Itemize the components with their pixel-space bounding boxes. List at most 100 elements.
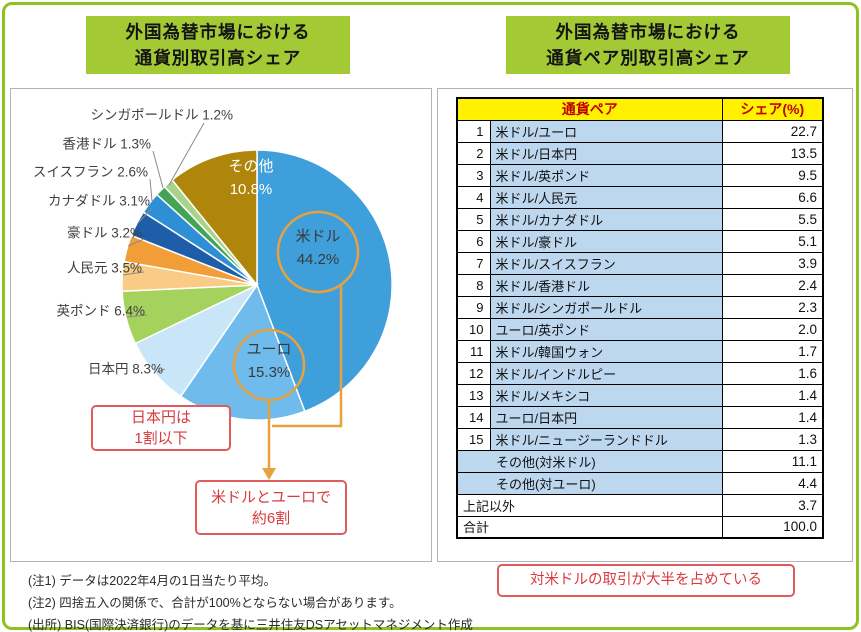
pie-section-title: 外国為替市場における 通貨別取引高シェア <box>86 16 350 74</box>
pairs-table-body: 1 米ドル/ユーロ 22.7 2 米ドル/日本円 13.5 3 米ドル/英ポンド 9.5 4 米ドル… <box>456 119 824 539</box>
share-cell: 2.0 <box>721 317 824 341</box>
usd-eur-annotation-box: 米ドルとユーロで 約6割 <box>195 480 347 535</box>
table-row: 1 米ドル/ユーロ 22.7 <box>456 119 824 143</box>
rank-cell: 13 <box>456 383 491 407</box>
share-cell: 3.9 <box>721 251 824 275</box>
pair-cell: その他(対ユーロ) <box>456 471 723 495</box>
share-cell: 6.6 <box>721 185 824 209</box>
pie-label-gbp: 英ポンド 6.4% <box>56 303 145 319</box>
pie-label-chf: スイスフラン 2.6% <box>33 165 148 180</box>
pair-cell: 米ドル/人民元 <box>489 185 723 209</box>
pair-cell: その他(対米ドル) <box>456 449 723 473</box>
highlight-circle-usd <box>276 210 360 294</box>
currency-share-pie-chart: 日本円 8.3% 英ポンド 6.4% 人民元 3.5% 豪ドル 3.2% カナダドル 3… <box>33 108 393 480</box>
pair-cell: ユーロ/日本円 <box>489 405 723 429</box>
pair-cell: 米ドル/韓国ウォン <box>489 339 723 363</box>
table-panel: 通貨ペア シェア(%) 1 米ドル/ユーロ 22.7 2 米ドル/日本円 13.5 3 米ドル… <box>437 88 853 562</box>
pair-cell: ユーロ/英ポンド <box>489 317 723 341</box>
note-line-1: (注1) データは2022年4月の1日当たり平均。 <box>28 574 276 588</box>
pair-cell: 米ドル/ニュージーランドドル <box>489 427 723 451</box>
rank-cell: 5 <box>456 207 491 231</box>
note-line-3: (出所) BIS(国際決済銀行)のデータを基に三井住友DSアセットマネジメント作… <box>28 618 473 632</box>
pie-inner-label-eur: ユーロ 15.3% <box>246 341 291 381</box>
share-cell: 2.3 <box>721 295 824 319</box>
table-row: その他(対ユーロ) 4.4 <box>456 471 824 495</box>
leader-line-hkd <box>152 150 164 189</box>
arrowhead-icon <box>262 468 276 480</box>
share-cell: 1.7 <box>721 339 824 363</box>
table-row: 11 米ドル/韓国ウォン 1.7 <box>456 339 824 363</box>
pie-slice-eur <box>179 283 306 421</box>
leader-line-cny <box>122 271 145 276</box>
pair-cell: 米ドル/インドルピー <box>489 361 723 385</box>
share-cell: 100.0 <box>721 515 824 539</box>
pie-slice-other <box>171 149 258 288</box>
pair-cell: 米ドル/日本円 <box>489 141 723 165</box>
share-cell: 1.4 <box>721 405 824 429</box>
label-cell: 上記以外 <box>456 493 723 517</box>
table-header-row: 通貨ペア シェア(%) <box>456 97 824 121</box>
rank-cell: 1 <box>456 119 491 143</box>
table-row: 14 ユーロ/日本円 1.4 <box>456 405 824 429</box>
rank-cell: 7 <box>456 251 491 275</box>
yen-note-line-2: 1割以下 <box>134 430 188 447</box>
pie-label-cny: 人民元 3.5% <box>67 261 142 276</box>
pie-label-jpy: 日本円 8.3% <box>88 362 163 377</box>
pair-cell: 米ドル/ユーロ <box>489 119 723 143</box>
share-cell: 4.4 <box>721 471 824 495</box>
pie-inner-label-usd: 米ドル 44.2% <box>295 228 340 268</box>
rank-cell: 8 <box>456 273 491 297</box>
table-row: 3 米ドル/英ポンド 9.5 <box>456 163 824 187</box>
currency-pairs-table: 通貨ペア シェア(%) 1 米ドル/ユーロ 22.7 2 米ドル/日本円 13.5 3 米ドル… <box>456 97 824 539</box>
leader-line-cad <box>138 207 153 223</box>
pair-cell: 米ドル/香港ドル <box>489 273 723 297</box>
pie-slice-usd <box>256 149 393 413</box>
pie-label-aud: 豪ドル 3.2% <box>67 226 142 241</box>
table-row: 4 米ドル/人民元 6.6 <box>456 185 824 209</box>
rank-cell: 11 <box>456 339 491 363</box>
leader-line-aud <box>127 238 145 247</box>
table-row: その他(対米ドル) 11.1 <box>456 449 824 473</box>
pair-cell: 米ドル/豪ドル <box>489 229 723 253</box>
pie-title-line-2: 通貨別取引高シェア <box>134 48 302 68</box>
pie-label-sgd: シンガポールドル 1.2% <box>90 108 233 123</box>
rank-cell: 9 <box>456 295 491 319</box>
usd-eur-note-line-2: 約6割 <box>251 509 291 527</box>
share-cell: 5.5 <box>721 207 824 231</box>
pair-cell: 米ドル/メキシコ <box>489 383 723 407</box>
pie-label-hkd: 香港ドル 1.3% <box>62 137 151 152</box>
table-row: 13 米ドル/メキシコ 1.4 <box>456 383 824 407</box>
share-cell: 5.1 <box>721 229 824 253</box>
table-row: 15 米ドル/ニュージーランドドル 1.3 <box>456 427 824 451</box>
rank-cell: 4 <box>456 185 491 209</box>
share-cell: 22.7 <box>721 119 824 143</box>
pair-column-header: 通貨ペア <box>456 97 723 121</box>
pair-cell: 米ドル/英ポンド <box>489 163 723 187</box>
usd-eur-note-line-1: 米ドルとユーロで <box>210 488 331 506</box>
pair-cell: 米ドル/シンガポールドル <box>489 295 723 319</box>
share-cell: 2.4 <box>721 273 824 297</box>
leader-line-jpy <box>156 368 166 373</box>
table-row: 合計 100.0 <box>456 515 824 539</box>
table-row: 9 米ドル/シンガポールドル 2.3 <box>456 295 824 319</box>
table-row: 上記以外 3.7 <box>456 493 824 517</box>
table-row: 7 米ドル/スイスフラン 3.9 <box>456 251 824 275</box>
footnotes: (注1) データは2022年4月の1日当たり平均。 (注2) 四捨五入の関係で、… <box>28 570 473 632</box>
usd-majority-annotation-box: 対米ドルの取引が大半を占めている <box>497 564 795 597</box>
rank-cell: 14 <box>456 405 491 429</box>
yen-annotation-box: 日本円は 1割以下 <box>91 405 231 451</box>
yen-note-line-1: 日本円は <box>130 409 191 426</box>
table-title-line-2: 通貨ペア別取引高シェア <box>546 48 750 68</box>
table-row: 6 米ドル/豪ドル 5.1 <box>456 229 824 253</box>
table-row: 2 米ドル/日本円 13.5 <box>456 141 824 165</box>
table-title-line-1: 外国為替市場における <box>555 22 741 42</box>
leader-line-gbp <box>126 314 148 318</box>
rank-cell: 12 <box>456 361 491 385</box>
rank-cell: 2 <box>456 141 491 165</box>
share-cell: 11.1 <box>721 449 824 473</box>
leader-line-chf <box>149 178 153 202</box>
share-cell: 9.5 <box>721 163 824 187</box>
pie-label-cad: カナダドル 3.1% <box>48 194 150 209</box>
